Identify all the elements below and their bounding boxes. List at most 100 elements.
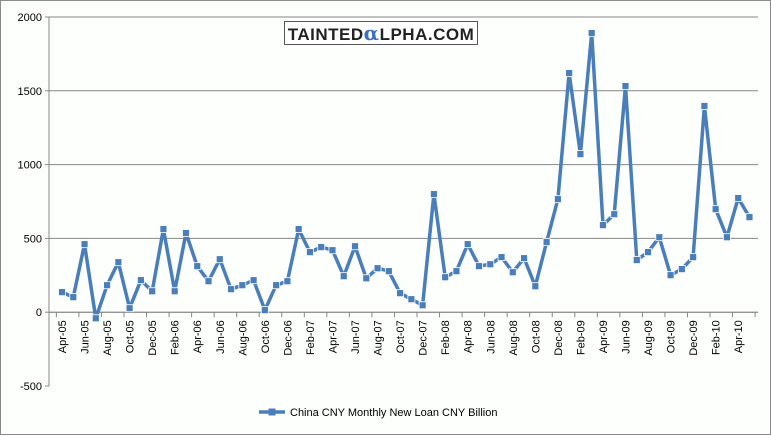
data-point [249,276,258,285]
data-point [384,267,393,276]
data-point [689,253,698,262]
x-tick-label: Dec-07 [418,320,430,355]
x-tick-label: Jun-07 [350,320,362,354]
data-point [227,285,235,294]
y-tick-label: 1500 [18,86,42,98]
x-tick-label: Jun-08 [485,320,497,354]
data-point [632,256,641,264]
data-point [734,194,743,203]
data-point [610,210,619,219]
y-tick-label: -500 [20,381,42,393]
data-point [362,274,371,283]
data-point [80,240,89,249]
data-point [553,195,562,204]
data-point [306,248,314,257]
x-tick-label: Apr-10 [733,320,745,353]
data-point [430,190,438,199]
data-point [114,258,123,267]
x-tick-label: Aug-07 [373,320,385,355]
x-tick-label: Apr-05 [57,320,69,353]
data-point [599,221,607,230]
data-point [396,289,405,298]
x-tick-label: Oct-06 [260,320,272,353]
data-point [587,29,596,37]
data-point [351,242,359,251]
data-point [711,205,720,214]
data-point [58,288,66,297]
data-point [125,304,134,313]
data-point [542,238,551,246]
x-tick-label: Feb-08 [440,320,452,355]
x-tick-label: Apr-08 [463,320,475,353]
data-point [328,246,337,255]
x-tick-label: Oct-07 [395,320,407,353]
data-point [565,69,574,77]
data-point [136,276,145,285]
legend-label: China CNY Monthly New Loan CNY Billion [290,407,497,419]
y-tick-label: 1000 [18,160,42,172]
data-point [531,282,540,291]
y-tick-label: 2000 [18,12,42,24]
x-tick-label: Feb-10 [711,320,723,355]
x-tick-label: Feb-07 [305,320,317,355]
data-point [182,229,190,237]
x-tick-label: Aug-05 [102,320,114,355]
data-point [666,271,675,280]
x-tick-label: Jun-05 [80,320,92,354]
data-point [486,260,495,269]
data-point [508,268,517,277]
series-line [61,31,752,321]
x-tick-label: Feb-09 [575,320,587,355]
x-tick-label: Dec-08 [553,320,565,355]
data-point [238,281,247,290]
x-tick-label: Oct-08 [530,320,542,353]
data-point [745,213,754,222]
data-point [373,264,382,273]
data-point [677,265,686,274]
x-tick-label: Dec-06 [282,320,294,355]
data-point [621,82,630,90]
data-point [215,255,224,264]
x-tick-label: Dec-09 [688,320,700,355]
x-tick-label: Dec-05 [147,320,159,355]
data-point [723,233,731,242]
y-tick-label: 500 [24,233,42,245]
x-tick-label: Jun-09 [621,320,633,354]
data-point [700,102,709,110]
data-point [463,240,472,249]
data-point [294,225,303,234]
data-point [644,248,652,257]
x-tick-label: Apr-06 [192,320,204,353]
data-point [260,306,269,315]
x-tick-label: Apr-09 [598,320,610,353]
x-tick-label: Oct-05 [125,320,137,353]
data-point [148,287,157,296]
data-point [407,295,416,304]
data-point [91,314,100,323]
x-tick-label: Jun-06 [215,320,227,354]
legend-marker [268,408,276,416]
data-point [576,150,585,159]
data-point [193,262,202,271]
data-point [520,254,528,263]
x-tick-label: Aug-09 [643,320,655,355]
x-tick-label: Aug-06 [237,320,249,355]
tainted-alpha-logo: TAINTEDαLPHA.COM [284,21,478,45]
data-point [441,273,450,282]
data-point [475,262,483,271]
data-point [317,243,326,252]
data-point [283,277,292,286]
data-point [69,293,78,302]
data-point [497,253,506,262]
data-point [103,281,111,290]
data-point [655,233,664,242]
data-point [204,277,213,286]
data-point [170,287,179,296]
data-point [418,301,427,310]
y-tick-label: 0 [36,307,42,319]
x-tick-label: Oct-09 [666,320,678,353]
data-point [339,272,348,281]
data-point [272,281,281,290]
